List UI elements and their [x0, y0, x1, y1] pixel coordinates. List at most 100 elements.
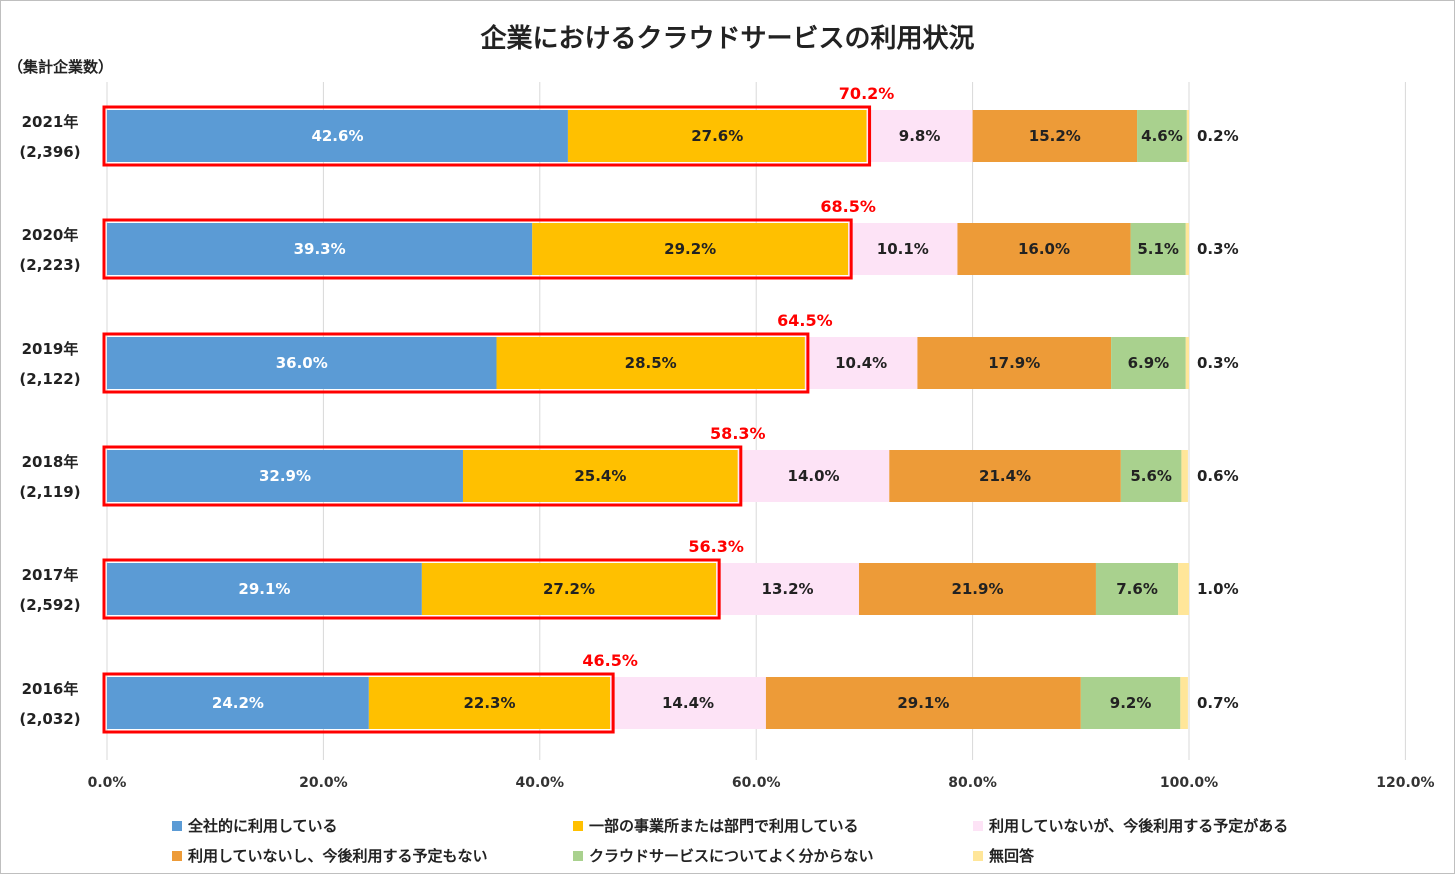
legend-item: 全社的に利用している — [172, 815, 338, 836]
highlight-total-label: 68.5% — [820, 197, 876, 216]
legend-swatch — [573, 820, 583, 831]
highlight-total-label: 46.5% — [582, 651, 638, 670]
bar-segment-label: 22.3% — [463, 694, 515, 712]
bar-segment — [107, 337, 497, 389]
no-answer-label: 0.6% — [1197, 467, 1239, 485]
bar-segment — [866, 110, 973, 162]
bar-segment — [1130, 223, 1186, 275]
bar-segment — [1185, 337, 1189, 389]
legend-item: 利用していないし、今後利用する予定もない — [172, 845, 488, 866]
legend-swatch — [573, 850, 583, 861]
bar-segment — [1137, 110, 1187, 162]
bar-segment-label: 27.6% — [691, 127, 743, 145]
highlight-box — [102, 558, 721, 620]
highlight-box — [102, 332, 810, 394]
category-year-label: 2020年 — [22, 226, 79, 244]
bar-segment-label: 14.4% — [662, 694, 714, 712]
bar-segment-label: 25.4% — [574, 467, 626, 485]
no-answer-label: 0.3% — [1197, 240, 1239, 258]
bar-segment-label: 14.0% — [788, 467, 840, 485]
legend-item: 無回答 — [973, 845, 1034, 866]
bar-segment-label: 21.4% — [979, 467, 1031, 485]
legend-label: クラウドサービスについてよく分からない — [589, 847, 874, 865]
highlight-box — [102, 218, 853, 280]
x-tick-label: 40.0% — [516, 775, 565, 791]
category-year-label: 2017年 — [22, 566, 79, 584]
bar-segment — [496, 337, 805, 389]
no-answer-label: 0.3% — [1197, 354, 1239, 372]
category-year-label: 2018年 — [22, 453, 79, 471]
bar-segment-label: 42.6% — [311, 127, 363, 145]
category-count-label: (2,032) — [19, 710, 80, 728]
legend-item: 利用していないが、今後利用する予定がある — [973, 815, 1288, 836]
highlight-total-label: 64.5% — [777, 311, 833, 330]
bar-segment-label: 39.3% — [294, 240, 346, 258]
bar-segment — [1111, 337, 1186, 389]
bar-segment — [610, 677, 766, 729]
category-year-label: 2021年 — [22, 113, 79, 131]
bar-segment-label: 4.6% — [1141, 127, 1183, 145]
bar-segment — [1080, 677, 1181, 729]
bar-segment — [107, 223, 533, 275]
legend-label: 全社的に利用している — [188, 817, 338, 835]
bar-segment-label: 9.8% — [899, 127, 941, 145]
bar-segment — [848, 223, 958, 275]
legend-swatch — [973, 820, 983, 831]
bar-segment-label: 27.2% — [543, 580, 595, 598]
bar-segment — [1178, 563, 1189, 615]
legend-swatch — [973, 850, 983, 861]
bar-segment-label: 29.1% — [238, 580, 290, 598]
bar-segment-label: 5.1% — [1137, 240, 1179, 258]
bar-segment — [917, 337, 1112, 389]
category-count-label: (2,122) — [19, 370, 80, 388]
bar-segment-label: 15.2% — [1029, 127, 1081, 145]
highlight-box — [102, 672, 615, 734]
bar-segment-label: 21.9% — [951, 580, 1003, 598]
legend-label: 利用していないが、今後利用する予定がある — [989, 817, 1289, 835]
category-year-label: 2019年 — [22, 340, 79, 358]
bar-segment — [1185, 223, 1189, 275]
bar-segment-label: 6.9% — [1128, 354, 1170, 372]
category-count-label: (2,592) — [19, 596, 80, 614]
legend-label: 一部の事業所または部門で利用している — [589, 817, 859, 835]
x-tick-label: 120.0% — [1376, 775, 1434, 791]
bar-segment — [1186, 110, 1189, 162]
legend-label: 利用していないし、今後利用する予定もない — [188, 847, 488, 865]
chart-title: 企業におけるクラウドサービスの利用状況 — [480, 24, 975, 54]
bar-segment — [1180, 677, 1188, 729]
category-count-label: (2,119) — [19, 483, 80, 501]
bar-segment-label: 29.1% — [897, 694, 949, 712]
bar-segment-label: 7.6% — [1116, 580, 1158, 598]
category-count-label: (2,223) — [19, 256, 80, 274]
bar-segment-label: 10.4% — [835, 354, 887, 372]
bar-segment — [107, 450, 463, 502]
bar-segment — [804, 337, 918, 389]
category-count-label: (2,396) — [19, 143, 80, 161]
bar-segment-label: 32.9% — [259, 467, 311, 485]
x-tick-label: 0.0% — [88, 775, 127, 791]
bar-segment — [532, 223, 849, 275]
bar-segment-label: 29.2% — [664, 240, 716, 258]
highlight-box — [102, 105, 872, 167]
highlight-total-label: 58.3% — [710, 424, 766, 443]
bar-segment — [972, 110, 1138, 162]
bar-segment — [107, 563, 422, 615]
bar-segment-label: 28.5% — [625, 354, 677, 372]
bar-segment-label: 16.0% — [1018, 240, 1070, 258]
legend: 全社的に利用している 一部の事業所または部門で利用している 利用していないが、今後利… — [0, 812, 1455, 872]
no-answer-label: 0.2% — [1197, 127, 1239, 145]
bar-segment — [1181, 450, 1188, 502]
highlight-total-label: 70.2% — [839, 84, 895, 103]
highlight-total-label: 56.3% — [688, 537, 744, 556]
x-tick-label: 100.0% — [1160, 775, 1218, 791]
bar-segment-label: 5.6% — [1130, 467, 1172, 485]
bar-segment — [462, 450, 738, 502]
bar-segment — [737, 450, 890, 502]
legend-item: 一部の事業所または部門で利用している — [573, 815, 859, 836]
bar-segment — [107, 110, 568, 162]
bar-segment — [889, 450, 1121, 502]
category-year-label: 2016年 — [22, 680, 79, 698]
bar-segment — [957, 223, 1131, 275]
bar-segment — [368, 677, 611, 729]
bar-segment — [1095, 563, 1179, 615]
